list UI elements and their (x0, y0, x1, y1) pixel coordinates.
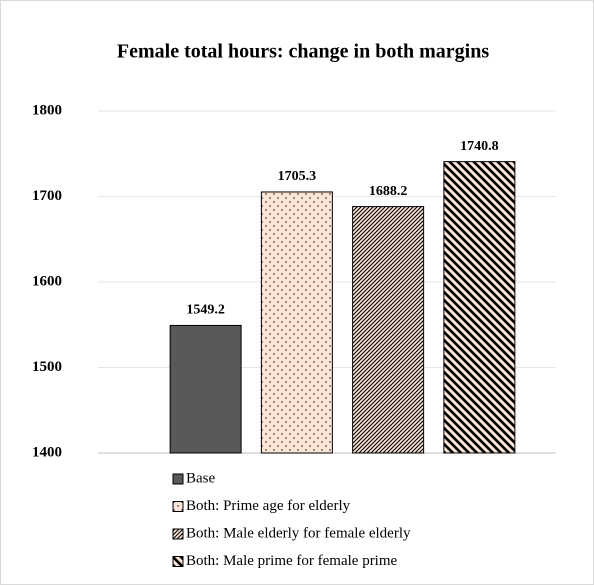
value-label: 1740.8 (460, 139, 499, 154)
y-tick-label: 1400 (32, 444, 62, 460)
chart-title: Female total hours: change in both margi… (117, 41, 489, 63)
legend-swatch (172, 528, 184, 540)
y-tick-label: 1600 (32, 273, 62, 289)
legend-label: Both: Prime age for elderly (186, 498, 351, 514)
bar (169, 324, 242, 454)
y-tick-label: 1800 (32, 102, 62, 118)
y-tick-label: 1700 (32, 188, 62, 204)
value-label: 1705.3 (278, 169, 317, 184)
legend-label: Both: Male prime for female prime (186, 553, 398, 569)
legend-swatch (172, 556, 184, 567)
legend-label: Both: Male elderly for female elderly (186, 525, 411, 541)
value-label: 1688.2 (369, 184, 408, 199)
bar (260, 191, 333, 454)
legend-swatch (172, 473, 184, 485)
legend-label: Base (186, 470, 216, 486)
legend-swatch (172, 501, 184, 512)
value-label: 1549.2 (186, 303, 225, 318)
bar (352, 206, 425, 454)
y-tick-label: 1500 (32, 359, 62, 375)
bar (443, 161, 516, 454)
